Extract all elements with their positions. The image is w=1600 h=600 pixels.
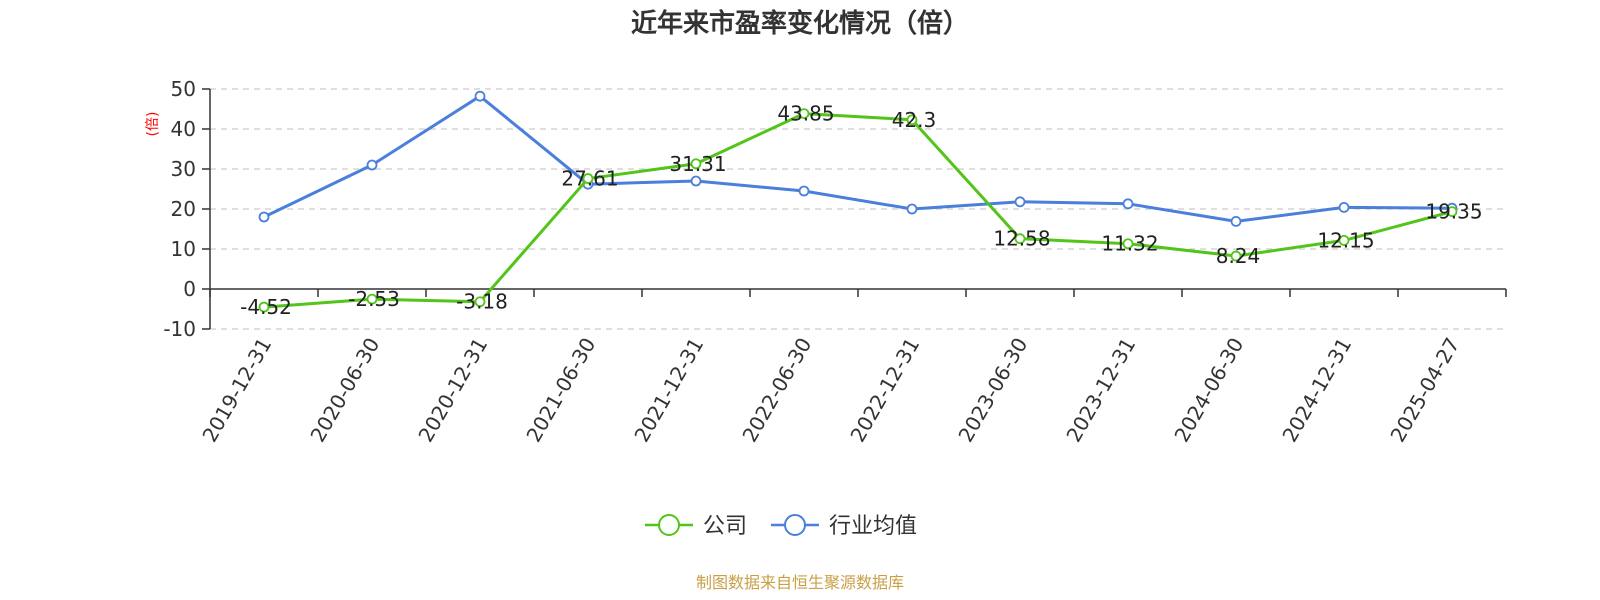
data-point [798, 108, 810, 119]
series-line [263, 112, 1453, 309]
legend-label: 公司 [703, 514, 747, 539]
data-point [1014, 233, 1026, 245]
data-label: 11.32 [1101, 232, 1158, 256]
data-label: 19.35 [1425, 200, 1482, 224]
data-point [258, 211, 270, 223]
data-label: 27.61 [561, 167, 618, 191]
x-tick-label: 2020-06-30 [305, 334, 384, 447]
data-point [1014, 196, 1026, 208]
legend-marker [784, 514, 806, 536]
data-label: -3.18 [456, 290, 508, 314]
series-group [258, 90, 1458, 313]
axes [202, 88, 1507, 330]
x-tick-label: 2024-06-30 [1169, 334, 1248, 447]
legend-marker [658, 514, 680, 536]
chart-title: 近年来市盈率变化情况（倍） [631, 8, 969, 39]
data-label: 42.3 [892, 108, 937, 132]
data-point [906, 114, 918, 126]
x-tick-label: 2025-04-27 [1385, 334, 1464, 447]
y-tick-label: 0 [183, 277, 196, 301]
source-note: 制图数据来自恒生聚源数据库 [696, 573, 904, 592]
data-label: 43.85 [777, 102, 834, 126]
data-labels: -4.52 -2.53 -3.18 27.61 31.31 43.85 42.3 12.58 1… [240, 102, 1483, 319]
data-point [474, 296, 486, 308]
data-label: -2.53 [348, 287, 400, 311]
y-tick-label: 40 [171, 117, 196, 141]
x-tick-labels: 2019-12-31 2020-06-30 2020-12-31 2021-06-30… [197, 334, 1464, 447]
legend[interactable]: 公司 行业均值 [645, 514, 917, 539]
y-tick-labels: -10 0 10 20 30 40 50 [163, 77, 196, 341]
data-point [1230, 250, 1242, 262]
x-tick-label: 2023-06-30 [953, 334, 1032, 447]
data-point [366, 159, 378, 171]
data-point [1230, 215, 1242, 227]
y-axis-label: (倍) [145, 112, 161, 137]
data-label: 8.24 [1216, 244, 1261, 268]
y-tick-label: 50 [171, 77, 196, 101]
data-point [582, 173, 594, 184]
data-point [1338, 201, 1350, 213]
data-point [906, 203, 918, 215]
x-tick-label: 2021-06-30 [521, 334, 600, 447]
x-tick-label: 2023-12-31 [1061, 334, 1140, 447]
x-tick-label: 2019-12-31 [197, 334, 276, 447]
x-tick-label: 2020-12-31 [413, 334, 492, 447]
data-point [690, 158, 702, 170]
x-tick-label: 2022-06-30 [737, 334, 816, 447]
x-tick-label: 2022-12-31 [845, 334, 924, 447]
data-point [1446, 206, 1458, 218]
series-line [263, 94, 1453, 223]
x-tick-label: 2021-12-31 [629, 334, 708, 447]
data-label: 31.31 [669, 152, 726, 176]
legend-label: 行业均值 [829, 514, 917, 539]
data-point [1338, 234, 1350, 246]
y-tick-label: -10 [163, 317, 196, 341]
y-tick-label: 20 [171, 197, 196, 221]
data-point [690, 175, 702, 187]
data-point [366, 293, 378, 305]
data-point [1122, 198, 1134, 210]
data-point [1122, 238, 1134, 250]
data-label: -4.52 [240, 295, 292, 319]
y-tick-label: 10 [171, 237, 196, 261]
data-point [258, 301, 270, 313]
x-tick-label: 2024-12-31 [1277, 334, 1356, 447]
y-tick-label: 30 [171, 157, 196, 181]
data-point [474, 90, 486, 102]
data-label: 12.15 [1317, 228, 1374, 252]
data-point [798, 185, 810, 197]
data-label: 12.58 [993, 227, 1050, 251]
